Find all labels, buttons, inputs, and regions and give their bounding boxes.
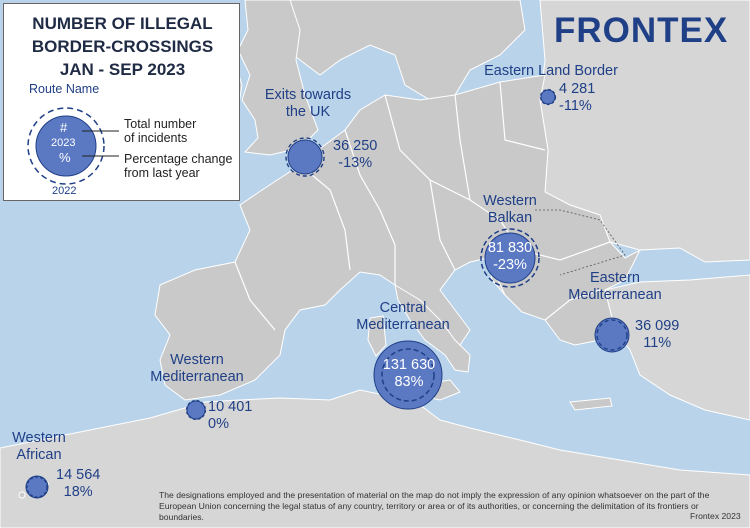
route-total: 10 401 xyxy=(208,399,253,415)
route-name-line: the UK xyxy=(285,103,331,120)
route-values-eastern-mediterranean: 36 099 11% xyxy=(635,318,679,351)
route-values-exits-towards-uk: 36 250 -13% xyxy=(333,138,377,171)
land-italy xyxy=(394,283,471,373)
western-balkan-area xyxy=(535,209,626,276)
route-total: 14 564 xyxy=(56,467,101,483)
legend-total-label: Total number of incidents xyxy=(124,117,196,146)
disclaimer: The designations employed and the presen… xyxy=(159,490,710,522)
route-name-line: Exits towards xyxy=(264,87,352,103)
route-values-western-balkan: 81 830 -23% xyxy=(482,240,538,273)
route-name-line: Mediterranean xyxy=(568,286,662,303)
land-great-britain xyxy=(237,0,319,156)
route-change: -23% xyxy=(493,256,527,273)
route-change: 83% xyxy=(394,373,424,390)
route-change: -11% xyxy=(559,97,592,114)
route-name-line: Western xyxy=(12,430,66,446)
borders xyxy=(234,81,611,331)
route-name-line: Western xyxy=(483,193,537,209)
bubble-central-mediterranean xyxy=(373,340,443,410)
bubble-exits-towards-uk xyxy=(285,137,325,177)
route-change: -13% xyxy=(338,154,373,171)
legend-title-line-1: NUMBER OF ILLEGAL xyxy=(32,14,213,33)
route-values-western-african: 14 564 18% xyxy=(56,467,100,500)
route-change: 0% xyxy=(208,415,229,432)
land-canary-1 xyxy=(18,491,26,499)
bubble-eastern-mediterranean xyxy=(594,317,630,353)
route-name-line: Balkan xyxy=(487,209,533,226)
route-values-eastern-land-border: 4 281 -11% xyxy=(559,81,595,114)
land-crete xyxy=(569,397,613,411)
route-name-exits-towards-uk: Exits towards the UK xyxy=(258,87,358,120)
legend-year-previous: 2022 xyxy=(52,185,77,197)
route-name-eastern-land-border: Eastern Land Border xyxy=(478,63,624,80)
frontex-logo: FRONTEX xyxy=(554,11,729,50)
route-name-western-balkan: Western Balkan xyxy=(470,193,550,226)
legend-change-label: Percentage change from last year xyxy=(124,152,232,181)
bubble-eastern-land-border xyxy=(539,88,557,106)
route-bubbles xyxy=(25,88,630,499)
route-change: 18% xyxy=(63,483,93,500)
land-sardinia xyxy=(367,315,387,357)
route-total: 4 281 xyxy=(559,81,596,97)
legend-total-label-line-2: of incidents xyxy=(124,131,188,146)
legend-title: NUMBER OF ILLEGAL BORDER-CROSSINGS JAN -… xyxy=(4,12,241,81)
route-name-western-african: Western African xyxy=(6,430,72,463)
legend-percent-symbol: % xyxy=(59,150,71,165)
bubble-western-african xyxy=(25,475,49,499)
bubble-western-balkan xyxy=(480,228,540,288)
land-scandinavia xyxy=(249,0,526,101)
copyright: Frontex 2023 xyxy=(690,511,741,521)
route-values-western-mediterranean: 10 401 0% xyxy=(208,399,252,432)
route-name-line: African xyxy=(16,446,62,463)
legend-total-label-line-1: Total number xyxy=(124,117,197,131)
route-total: 131 630 xyxy=(382,357,436,373)
route-name-line: Mediterranean xyxy=(356,316,450,333)
legend-symbol-hash: # xyxy=(60,120,68,135)
land-continental-europe xyxy=(154,74,642,401)
route-name-line: Mediterranean xyxy=(150,368,244,385)
route-change: 11% xyxy=(643,334,672,351)
legend-year-current: 2023 xyxy=(51,137,76,149)
route-name-line: Eastern Land Border xyxy=(484,63,618,79)
route-total: 36 099 xyxy=(635,318,680,334)
legend-symbol xyxy=(27,107,119,185)
route-values-central-mediterranean: 131 630 83% xyxy=(374,357,444,390)
route-name-western-mediterranean: Western Mediterranean xyxy=(142,352,252,385)
route-name-central-mediterranean: Central Mediterranean xyxy=(345,300,461,333)
legend: NUMBER OF ILLEGAL BORDER-CROSSINGS JAN -… xyxy=(3,3,240,201)
route-name-line: Eastern xyxy=(590,270,640,286)
route-total: 81 830 xyxy=(487,240,533,256)
route-name-line: Western xyxy=(170,352,224,368)
legend-change-label-line-2: from last year xyxy=(124,166,200,181)
route-name-eastern-mediterranean: Eastern Mediterranean xyxy=(560,270,670,303)
legend-change-label-line-1: Percentage change xyxy=(124,152,233,166)
legend-title-line-3: JAN - SEP 2023 xyxy=(59,60,186,79)
bubble-western-mediterranean xyxy=(185,399,207,421)
route-total: 36 250 xyxy=(333,138,378,154)
legend-title-line-2: BORDER-CROSSINGS xyxy=(31,37,214,56)
legend-route-name: Route Name xyxy=(29,82,100,96)
route-name-line: Central xyxy=(379,300,427,316)
